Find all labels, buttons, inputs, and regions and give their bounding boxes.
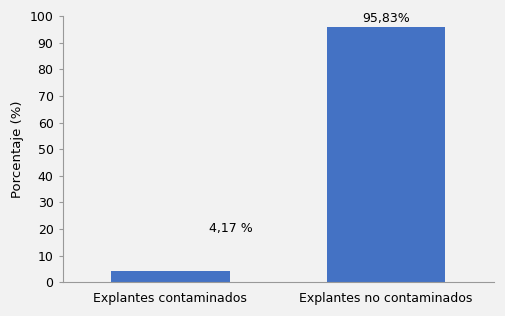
Text: 95,83%: 95,83% bbox=[362, 12, 410, 25]
Bar bbox=[327, 27, 445, 282]
Y-axis label: Porcentaje (%): Porcentaje (%) bbox=[11, 100, 24, 198]
Bar bbox=[111, 271, 230, 282]
Text: 4,17 %: 4,17 % bbox=[209, 222, 253, 235]
